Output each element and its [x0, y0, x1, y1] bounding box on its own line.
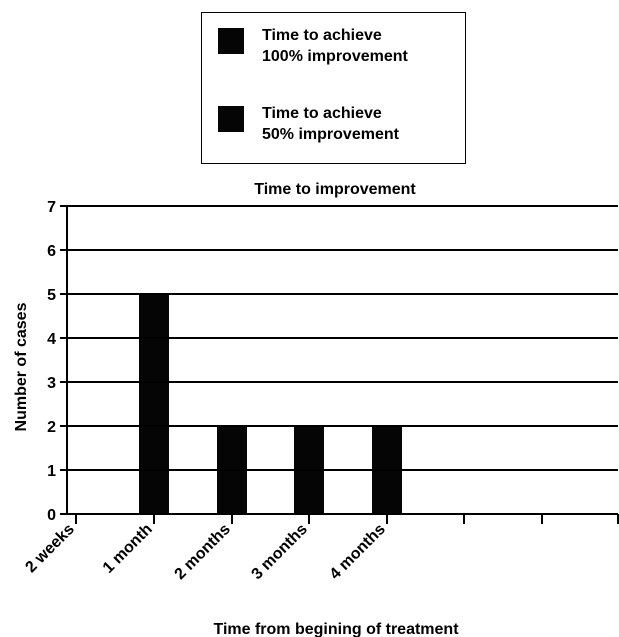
bars — [139, 295, 402, 513]
bar-block-100 — [139, 427, 169, 469]
x-tick-label: 4 months — [327, 521, 389, 583]
bar-block-100 — [217, 471, 247, 513]
bar-block-50 — [139, 295, 169, 337]
x-ticks: 2 weeks 1 month 2 months 3 months 4 months — [22, 514, 619, 583]
bar-block-100 — [372, 471, 402, 513]
y-tick-label: 5 — [47, 287, 56, 304]
bar-block-50 — [139, 339, 169, 381]
chart-title: Time to improvement — [254, 181, 416, 198]
legend-label-50: Time to achieve 50% improvement — [262, 105, 399, 143]
bar-block-50 — [294, 427, 324, 469]
x-tick-label: 1 month — [100, 521, 156, 577]
bar-block-100 — [139, 471, 169, 513]
x-tick-label: 2 weeks — [22, 521, 77, 576]
bar-block-100 — [139, 383, 169, 425]
legend-swatch-50 — [218, 106, 244, 132]
bar-block-50 — [217, 427, 247, 469]
legend: Time to achieve 100% improvement Time to… — [201, 12, 466, 164]
x-tick-label: 2 months — [172, 521, 234, 583]
legend-swatch-100 — [218, 28, 244, 54]
y-ticks: 0 1 2 3 4 5 6 7 — [47, 199, 67, 524]
x-axis-label: Time from begining of treatment — [213, 621, 459, 637]
y-tick-label: 4 — [47, 331, 56, 348]
y-tick-label: 2 — [47, 419, 56, 436]
y-tick-label: 6 — [47, 243, 56, 260]
y-tick-label: 0 — [47, 507, 56, 524]
legend-label-100: Time to achieve 100% improvement — [262, 27, 408, 65]
y-axis-label: Number of cases — [13, 302, 30, 431]
y-tick-label: 7 — [47, 199, 56, 216]
y-tick-label: 3 — [47, 375, 56, 392]
grid — [67, 205, 618, 471]
bar-block-100 — [294, 471, 324, 513]
bar-block-50 — [372, 427, 402, 469]
x-tick-label: 3 months — [249, 521, 311, 583]
y-tick-label: 1 — [47, 463, 56, 480]
